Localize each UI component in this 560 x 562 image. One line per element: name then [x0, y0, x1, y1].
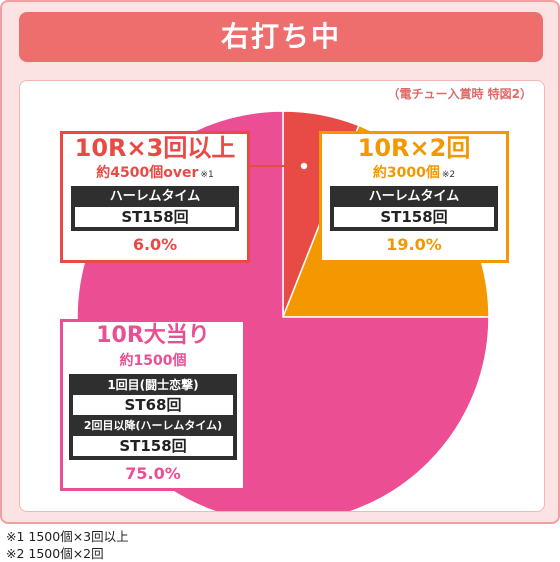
slice-value: 75.0%	[125, 464, 181, 483]
first-label: 1回目(闘士恋撃)	[107, 378, 199, 392]
slice-bar-label: ハーレムタイム	[368, 189, 460, 204]
footnote-2: ※2 1500個×2回	[6, 546, 104, 561]
slice-bar-label: ハーレムタイム	[109, 189, 201, 204]
footnote-ref: ※1	[200, 170, 214, 180]
footnote-1: ※1 1500個×3回以上	[6, 529, 129, 544]
slice-label-box-1: 10R×3回以上 約4500個over ※1 ハーレムタイム ST158回 6.0…	[60, 131, 250, 263]
slice-bar: ハーレムタイム ST158回	[71, 186, 239, 231]
slice-label-box-2: 10R×2回 約3000個 ※2 ハーレムタイム ST158回 19.0%	[319, 131, 509, 263]
chart-panel: （電チュー入賞時 特図2） 10R×3回以上 約4500個over ※1 ハーレム…	[19, 80, 545, 512]
slice-value: 6.0%	[132, 235, 178, 254]
frame: 右打ち中 （電チュー入賞時 特図2） 10R×3回以上 約4500個over ※1…	[0, 0, 560, 524]
slice-label: 10R大当り	[96, 323, 210, 348]
slice-bar: ハーレムタイム ST158回	[330, 186, 498, 231]
first-st: ST68回	[73, 395, 233, 415]
chart-subtitle: （電チュー入賞時 特図2）	[387, 87, 532, 101]
slice-label-box-3: 10R大当り 約1500個 1回目(闘士恋撃) ST68回 2回目以降(ハーレム…	[60, 319, 246, 491]
second-label: 2回目以降(ハーレムタイム)	[83, 419, 223, 432]
slice-st: ST158回	[334, 207, 494, 227]
footnote-ref: ※2	[441, 170, 456, 180]
second-st: ST158回	[73, 436, 233, 456]
slice-label: 10R×2回	[357, 134, 471, 162]
slice-sub: 約1500個	[119, 353, 187, 369]
slice-sub: 約4500個over	[96, 165, 199, 181]
slice-value: 19.0%	[386, 235, 442, 254]
slice-label: 10R×3回以上	[74, 134, 236, 162]
callout-dot	[299, 161, 309, 171]
page-title: 右打ち中	[19, 12, 543, 62]
slice-bar-first: 1回目(闘士恋撃) ST68回 2回目以降(ハーレムタイム) ST158回	[69, 374, 237, 460]
slice-sub: 約3000個	[372, 165, 440, 181]
slice-st: ST158回	[75, 207, 235, 227]
